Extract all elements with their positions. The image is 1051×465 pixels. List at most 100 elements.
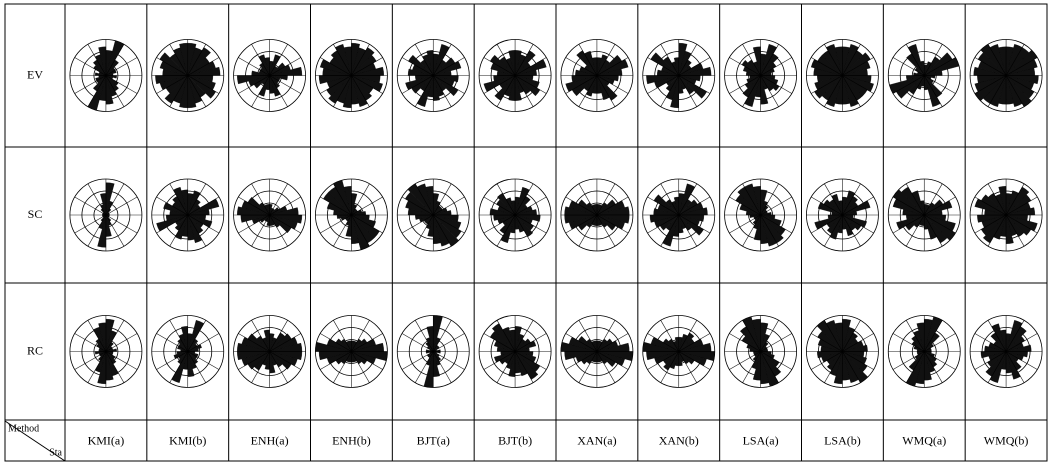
rose-spoke xyxy=(660,183,680,216)
rose-spoke xyxy=(496,320,516,352)
rose-spoke xyxy=(760,196,792,216)
rose-spoke xyxy=(923,351,943,383)
rose-spoke xyxy=(824,183,843,216)
rose-spoke xyxy=(351,196,383,216)
rose-spoke xyxy=(678,44,698,76)
rose-spoke xyxy=(483,196,516,216)
rose-spoke xyxy=(433,214,465,234)
rose-spoke xyxy=(187,351,207,383)
rose-spoke xyxy=(760,214,779,247)
rose-spoke xyxy=(842,57,874,76)
column-header: KMI(a) xyxy=(88,433,125,447)
rose-spoke xyxy=(923,75,943,107)
rose-spoke xyxy=(105,196,138,216)
rose-spoke xyxy=(760,183,779,216)
rose-spoke xyxy=(74,57,107,76)
rose-spoke xyxy=(496,351,516,383)
rose-spoke xyxy=(269,351,288,383)
rose-spoke xyxy=(156,57,188,76)
rose-diagram xyxy=(396,39,470,112)
rose-spoke xyxy=(742,44,761,76)
rose-spoke xyxy=(105,75,125,107)
rose-spoke xyxy=(320,57,352,76)
column-header: KMI(b) xyxy=(169,433,206,447)
rose-spoke xyxy=(647,75,679,94)
rose-spoke xyxy=(251,44,270,76)
rose-spoke xyxy=(742,351,761,383)
rose-spoke xyxy=(187,75,207,107)
rose-diagram xyxy=(887,315,961,388)
rose-spoke xyxy=(269,214,288,247)
rose-spoke xyxy=(842,75,861,107)
rose-spoke xyxy=(974,75,1007,94)
rose-spoke xyxy=(514,214,547,234)
rose-spoke xyxy=(647,196,679,216)
rose-diagram xyxy=(887,39,961,112)
rose-spoke xyxy=(320,351,352,370)
rose-spoke xyxy=(105,333,138,352)
rose-spoke xyxy=(514,183,534,216)
rose-spoke xyxy=(414,75,434,107)
rose-diagram xyxy=(69,178,143,252)
rose-diagram xyxy=(151,178,225,252)
rose-spoke xyxy=(596,75,616,107)
rose-spoke xyxy=(923,44,943,76)
rose-spoke xyxy=(351,57,383,76)
rose-diagram xyxy=(724,178,797,252)
rose-spoke xyxy=(924,75,956,94)
rose-spoke xyxy=(842,44,861,76)
rose-spoke xyxy=(596,320,616,352)
rose-spoke xyxy=(187,333,220,352)
rose-spoke xyxy=(678,57,711,76)
rose-spoke xyxy=(565,333,598,352)
rose-diagram xyxy=(642,39,716,112)
rose-diagram xyxy=(478,39,552,112)
rose-spoke xyxy=(578,75,598,107)
rose-spoke xyxy=(811,75,843,94)
rose-spoke xyxy=(514,214,534,247)
rose-spoke xyxy=(924,57,956,76)
corner-row-header: Method xyxy=(8,423,39,434)
rose-spoke xyxy=(483,351,516,370)
rose-spoke xyxy=(269,196,301,216)
rose-spoke xyxy=(483,214,516,234)
rose-spoke xyxy=(238,57,270,76)
rose-spoke xyxy=(514,333,547,352)
rose-spoke xyxy=(105,57,138,76)
rose-petal xyxy=(407,183,459,247)
rose-spoke xyxy=(892,333,925,352)
rose-spoke xyxy=(238,214,270,234)
rose-spoke xyxy=(351,333,383,352)
rose-spoke xyxy=(432,75,452,107)
rose-spoke xyxy=(514,351,534,383)
rose-spoke xyxy=(892,351,925,370)
rose-spoke xyxy=(987,214,1007,247)
rose-spoke xyxy=(432,351,452,383)
rose-spoke xyxy=(760,44,779,76)
rose-diagram xyxy=(969,315,1043,388)
rose-spoke xyxy=(742,214,761,247)
rose-petal xyxy=(87,40,125,111)
rose-spoke xyxy=(923,320,943,352)
rose-spoke xyxy=(660,214,680,247)
rose-spoke xyxy=(333,320,352,352)
rose-spoke xyxy=(729,75,761,94)
rose-spoke xyxy=(433,75,465,94)
rose-spoke xyxy=(87,183,107,216)
rose-spoke xyxy=(842,351,861,383)
rose-spoke xyxy=(987,44,1007,76)
rose-spoke xyxy=(87,351,107,383)
rose-spoke xyxy=(251,75,270,107)
rose-spoke xyxy=(678,75,698,107)
rose-spoke xyxy=(514,44,534,76)
rose-spoke xyxy=(824,75,843,107)
rose-spoke xyxy=(496,183,516,216)
rose-spoke xyxy=(678,183,698,216)
rose-spoke xyxy=(596,183,616,216)
rose-spoke xyxy=(87,214,107,247)
rose-spoke xyxy=(811,57,843,76)
rose-spoke xyxy=(974,196,1007,216)
rose-spoke xyxy=(269,183,288,216)
rose-spoke xyxy=(742,320,761,352)
rose-spoke xyxy=(596,351,629,370)
